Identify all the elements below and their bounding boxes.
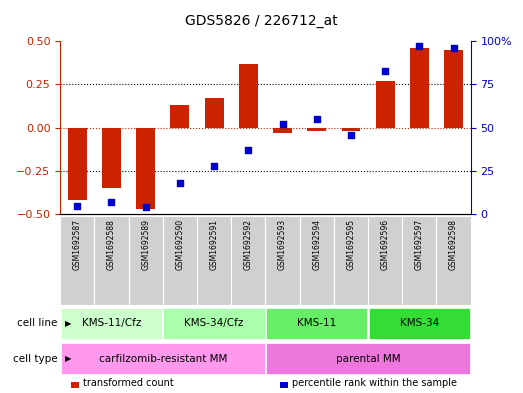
Bar	[164, 308, 265, 339]
Bar	[61, 308, 162, 339]
Point	[347, 132, 355, 138]
Text: cell type: cell type	[13, 354, 58, 364]
Text: transformed count: transformed count	[83, 378, 174, 388]
Point	[313, 116, 321, 122]
Bar	[342, 128, 360, 131]
Point	[381, 68, 389, 74]
Point	[449, 45, 458, 51]
Text: KMS-34: KMS-34	[400, 318, 439, 328]
Text: GSM1692595: GSM1692595	[346, 219, 356, 270]
Bar	[94, 216, 129, 305]
Bar	[239, 64, 258, 128]
Text: carfilzomib-resistant MM: carfilzomib-resistant MM	[99, 354, 227, 364]
Bar	[369, 308, 470, 339]
Text: GSM1692596: GSM1692596	[381, 219, 390, 270]
Bar	[61, 343, 265, 374]
Text: GSM1692590: GSM1692590	[175, 219, 185, 270]
Text: GSM1692591: GSM1692591	[210, 219, 219, 270]
Bar	[137, 128, 155, 209]
Bar	[376, 81, 394, 128]
Text: GSM1692597: GSM1692597	[415, 219, 424, 270]
Bar	[444, 50, 463, 128]
Text: KMS-34/Cfz: KMS-34/Cfz	[185, 318, 244, 328]
Point	[142, 204, 150, 210]
Bar	[170, 105, 189, 128]
Bar	[266, 308, 367, 339]
Point	[73, 202, 82, 209]
Text: GSM1692593: GSM1692593	[278, 219, 287, 270]
Text: GSM1692588: GSM1692588	[107, 219, 116, 270]
Point	[278, 121, 287, 127]
Text: percentile rank within the sample: percentile rank within the sample	[292, 378, 457, 388]
Text: GSM1692598: GSM1692598	[449, 219, 458, 270]
Bar	[60, 216, 94, 305]
Bar	[266, 343, 470, 374]
Bar	[163, 216, 197, 305]
Text: GDS5826 / 226712_at: GDS5826 / 226712_at	[185, 14, 338, 28]
Text: GSM1692587: GSM1692587	[73, 219, 82, 270]
Bar	[204, 98, 223, 128]
Bar	[266, 216, 300, 305]
Bar	[231, 216, 266, 305]
Bar	[273, 128, 292, 133]
Bar	[102, 128, 121, 188]
Point	[415, 43, 424, 50]
Text: cell line: cell line	[17, 318, 58, 328]
Text: parental MM: parental MM	[336, 354, 401, 364]
Bar	[197, 216, 231, 305]
Text: KMS-11: KMS-11	[297, 318, 336, 328]
Bar	[410, 48, 429, 128]
Point	[107, 199, 116, 205]
Bar	[129, 216, 163, 305]
Bar	[308, 128, 326, 131]
Point	[244, 147, 253, 153]
Text: ▶: ▶	[65, 319, 72, 328]
Bar	[368, 216, 402, 305]
Bar	[300, 216, 334, 305]
Bar	[437, 216, 471, 305]
Bar	[402, 216, 437, 305]
Text: GSM1692589: GSM1692589	[141, 219, 150, 270]
Text: KMS-11/Cfz: KMS-11/Cfz	[82, 318, 141, 328]
Bar	[68, 128, 87, 200]
Text: GSM1692592: GSM1692592	[244, 219, 253, 270]
Point	[210, 163, 218, 169]
Text: GSM1692594: GSM1692594	[312, 219, 321, 270]
Bar	[334, 216, 368, 305]
Point	[176, 180, 184, 186]
Text: ▶: ▶	[65, 354, 72, 363]
